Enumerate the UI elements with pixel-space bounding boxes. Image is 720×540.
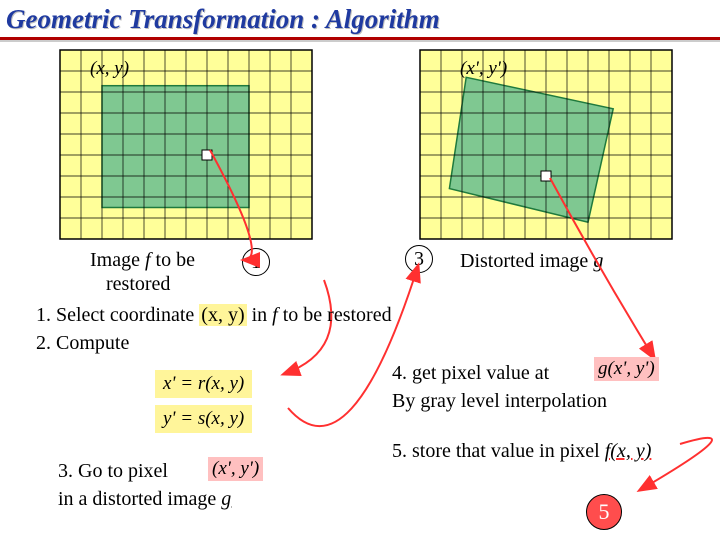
step-1-hl: (x, y) — [199, 304, 246, 326]
step-1-pre: 1. Select coordinate — [36, 304, 199, 326]
step-4a: 4. get pixel value at — [392, 362, 549, 385]
right-caption-text: Distorted image — [460, 250, 593, 272]
badge-3: 3 — [405, 245, 433, 273]
eq-2: y' = s(x, y) — [155, 405, 252, 433]
left-caption-post2: restored — [90, 273, 170, 295]
badge-3-val: 3 — [414, 248, 424, 271]
badge-5-val: 5 — [599, 499, 610, 525]
right-caption: Distorted image g — [460, 250, 603, 273]
step-1-post: to be restored — [278, 304, 392, 326]
step-5-pre: 5. store that value in pixel — [392, 440, 605, 462]
step-1-mid: in — [247, 304, 273, 326]
coord-left-text: (x, y) — [90, 58, 129, 79]
step-4a-formula: g(x', y') — [594, 357, 659, 381]
left-caption: Image f to be restored — [90, 248, 195, 296]
eq-1-text: x' = r(x, y) — [163, 373, 244, 394]
coord-right: (x', y') — [460, 58, 507, 80]
coord-right-text: (x', y') — [460, 58, 507, 79]
badge-5: 5 — [586, 494, 622, 530]
left-caption-pre: Image — [90, 249, 145, 271]
right-caption-g: g — [593, 250, 603, 272]
step-2: 2. Compute — [36, 332, 129, 355]
step-5-fxy: f(x, y) — [605, 440, 652, 462]
left-caption-post1: to be — [151, 249, 195, 271]
badge-1: 1 — [242, 248, 270, 276]
step-3b-formula: (x', y') — [208, 457, 263, 481]
step-4a-args: (x', y') — [608, 358, 655, 379]
step-3c-g: g — [221, 488, 231, 510]
coord-left: (x, y) — [90, 58, 129, 80]
step-3a: 3. Go to pixel — [58, 460, 168, 483]
eq-1: x' = r(x, y) — [155, 370, 252, 398]
badge-1-val: 1 — [251, 251, 261, 274]
step-4b: By gray level interpolation — [392, 390, 607, 413]
step-3c: in a distorted image g — [58, 488, 231, 511]
step-4a-g: g — [598, 358, 608, 379]
step-1: 1. Select coordinate (x, y) in f to be r… — [36, 304, 392, 327]
step-5: 5. store that value in pixel f(x, y) — [392, 440, 651, 463]
step-3c-pre: in a distorted image — [58, 488, 221, 510]
eq-2-text: y' = s(x, y) — [163, 408, 244, 429]
